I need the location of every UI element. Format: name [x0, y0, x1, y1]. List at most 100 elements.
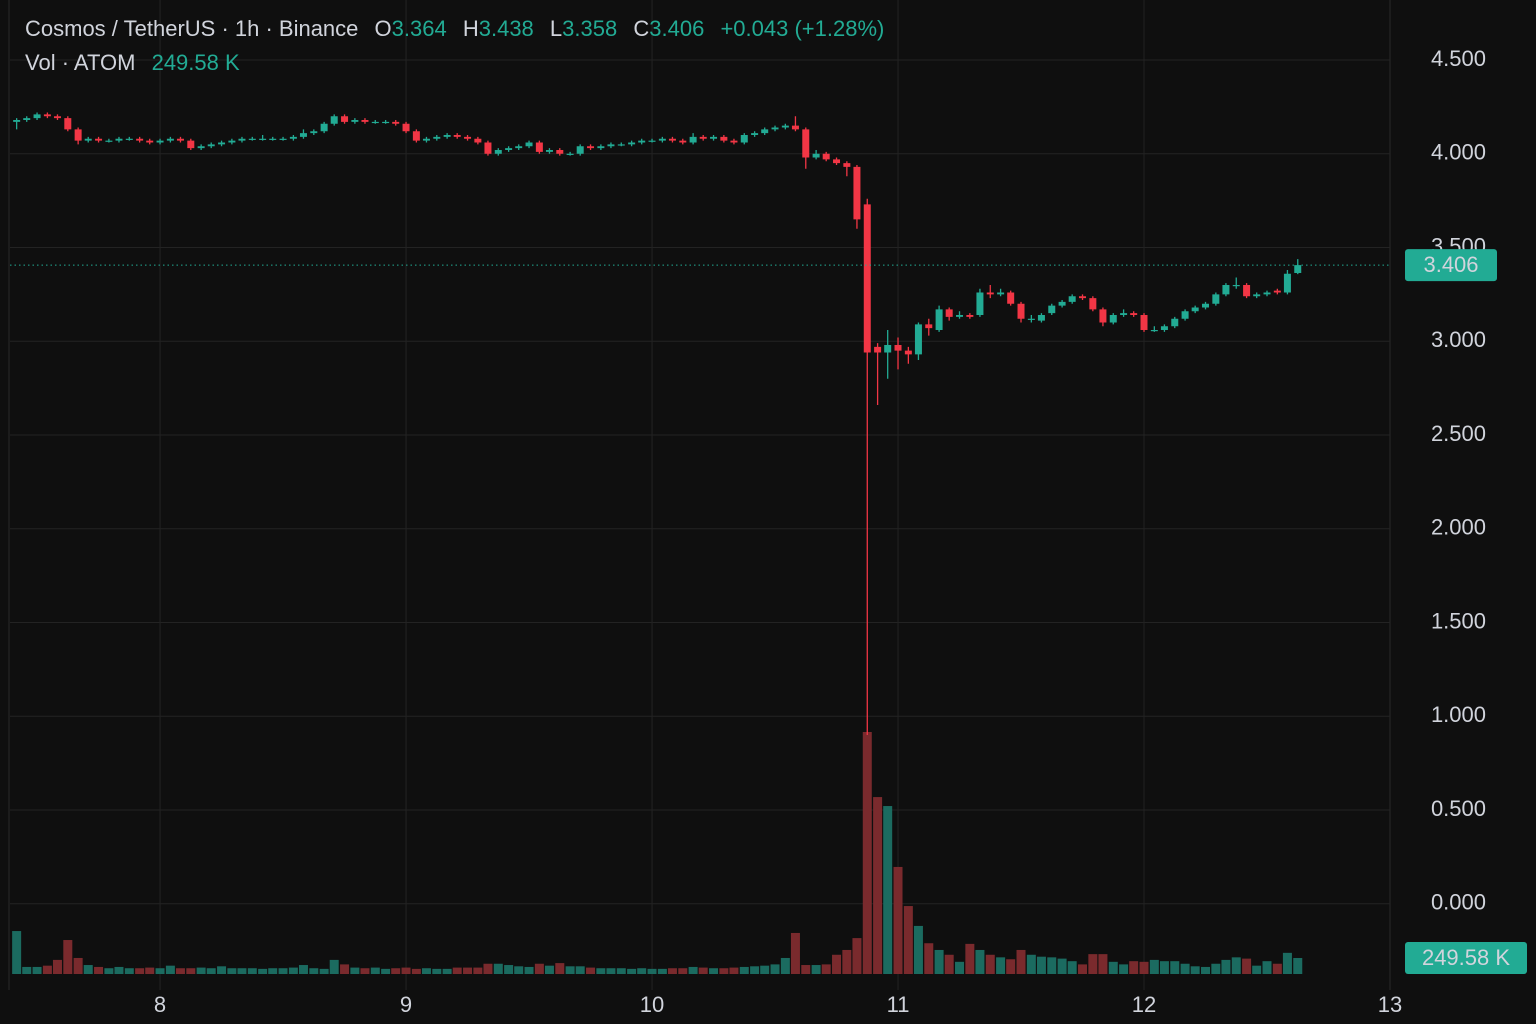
volume-bar [22, 966, 32, 974]
candle-body [1253, 294, 1261, 297]
candle-body [597, 146, 605, 149]
candle-body [433, 136, 441, 139]
volume-bar [1293, 958, 1303, 974]
candle-body [74, 129, 82, 141]
candle-body [740, 135, 748, 143]
candle-body [699, 136, 707, 139]
candle-body [679, 140, 687, 143]
volume-bar [873, 797, 883, 974]
candle-body [515, 146, 523, 149]
volume-bar [473, 967, 483, 974]
candle-body [299, 133, 307, 137]
candle-body [1079, 296, 1087, 299]
volume-bar [1088, 954, 1098, 974]
volume-bar [1098, 954, 1108, 974]
volume-bar [237, 968, 247, 974]
volume-bar [1211, 963, 1221, 974]
volume-bar [1201, 966, 1211, 974]
volume-bar [678, 968, 688, 974]
volume-bar [975, 949, 985, 974]
volume-bar [565, 966, 575, 974]
volume-bar [575, 966, 585, 974]
candle-body [576, 146, 584, 154]
volume-bars [12, 732, 1303, 974]
open-label: O [375, 16, 392, 41]
candle-body [1140, 315, 1148, 330]
volume-bar [258, 968, 268, 974]
candle-body [1058, 301, 1066, 306]
candle-body [64, 118, 72, 130]
volume-bar [1108, 961, 1118, 974]
volume-bar [821, 964, 831, 974]
volume-bar [411, 968, 421, 974]
y-tick-label: 4.500 [1431, 46, 1486, 71]
candle-body [218, 142, 226, 145]
last-volume-tag [1405, 942, 1527, 975]
candle-body [289, 136, 297, 139]
candle-body [136, 138, 144, 141]
volume-bar [350, 967, 360, 974]
candle-body [812, 153, 820, 158]
volume-bar [1190, 966, 1200, 974]
volume-bar [463, 967, 473, 974]
volume-bar [1170, 961, 1180, 974]
candle-body [464, 136, 472, 139]
volume-bar [175, 968, 185, 974]
volume-bar [1026, 954, 1036, 974]
candle-body [689, 136, 697, 143]
y-tick-label: 1.000 [1431, 702, 1486, 727]
volume-bar [514, 966, 524, 974]
volume-bar [924, 943, 934, 974]
volume-bar [627, 968, 637, 974]
volume-bar [432, 968, 442, 974]
last-volume-label: 249.58 K [1422, 945, 1510, 970]
grid [10, 0, 1390, 990]
low-label: L [550, 16, 562, 41]
candle-body [843, 163, 851, 167]
candle-body [863, 204, 871, 353]
volume-bar [934, 949, 944, 974]
candle-body [545, 150, 553, 152]
candle-body [751, 133, 759, 135]
volume-bar [421, 968, 431, 974]
volume-bar [381, 968, 391, 974]
volume-bar [698, 967, 708, 974]
candle-body [23, 118, 31, 120]
candle-body [1222, 285, 1230, 295]
candle-body [1283, 273, 1291, 293]
volume-bar [504, 965, 514, 974]
last-price-label: 3.406 [1423, 252, 1478, 277]
last-price-tag [1405, 249, 1497, 282]
volume-bar [1231, 957, 1241, 974]
candle-body [1191, 307, 1199, 312]
volume-bar [985, 954, 995, 974]
candle-body [1181, 311, 1189, 319]
volume-bar [360, 968, 370, 974]
candle-body [330, 116, 338, 124]
candle-body [84, 138, 92, 141]
candle-body [1007, 292, 1015, 304]
y-tick-label: 2.500 [1431, 421, 1486, 446]
volume-bar [298, 965, 308, 974]
candle-body [914, 324, 922, 355]
volume-bar [524, 966, 534, 974]
candle-body [125, 138, 133, 140]
candle-body [320, 123, 328, 132]
candle-body [228, 140, 236, 143]
candle-body [525, 142, 533, 147]
volume-bar [883, 806, 893, 974]
candle-body [658, 138, 666, 141]
volume-bar [903, 906, 913, 974]
volume-bar [944, 954, 954, 974]
volume-bar [483, 963, 493, 974]
volume-bar [996, 957, 1006, 974]
candle-body [607, 144, 615, 147]
candle-body [1120, 313, 1128, 315]
candle-body [474, 138, 482, 143]
volume-bar [1016, 949, 1026, 974]
candle-body [33, 114, 41, 119]
volume-bar [801, 965, 811, 974]
candle-body [874, 346, 882, 353]
volume-bar [12, 931, 22, 974]
